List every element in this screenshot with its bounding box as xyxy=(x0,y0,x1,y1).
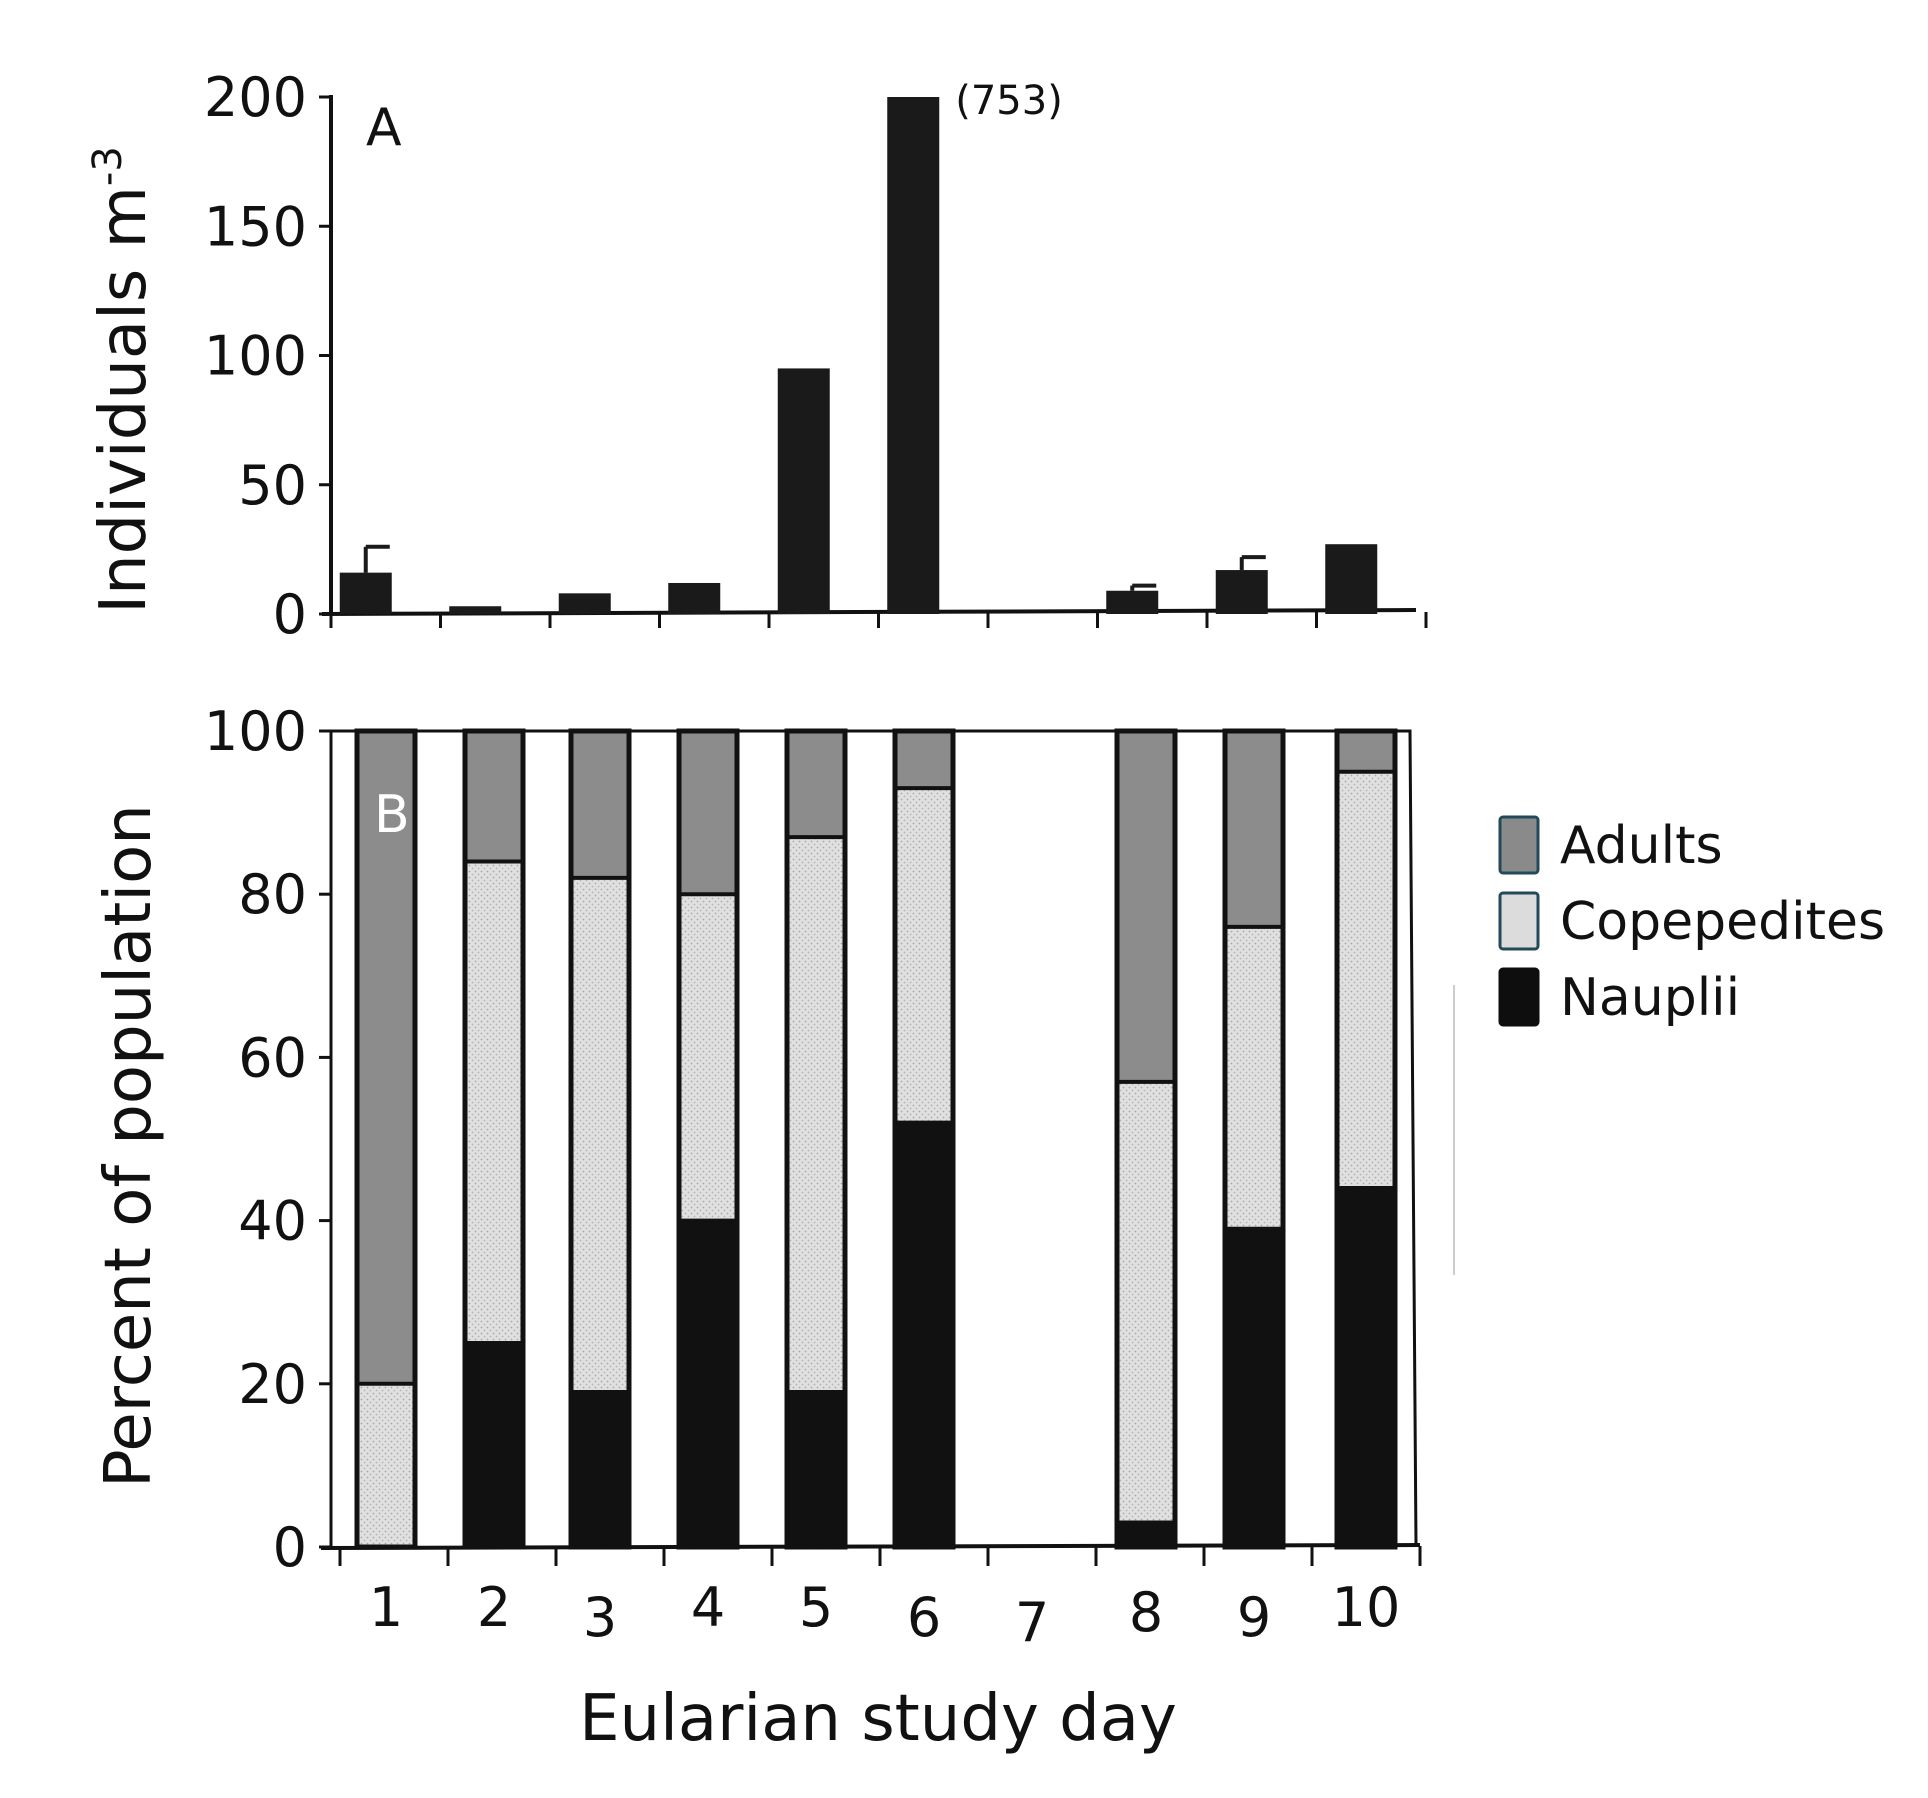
panel-b-y-tick-label: 20 xyxy=(238,1353,307,1416)
panel-b-segment-adults xyxy=(787,731,845,838)
panel-b-y-tick-label: 0 xyxy=(273,1516,307,1579)
panel-b-segment-adults xyxy=(357,731,415,1384)
panel-b-segment-nauplii xyxy=(1337,1187,1395,1547)
panel-b-segment-copepedites xyxy=(465,861,523,1343)
panel-a-bar xyxy=(339,572,392,614)
panel-a-y-tick-label: 0 xyxy=(273,583,307,646)
panel-a-bar xyxy=(668,582,721,614)
panel-b-segment-nauplii xyxy=(571,1391,629,1547)
panel-b-x-tick-label: 3 xyxy=(583,1586,617,1649)
panel-b-segment-copepedites xyxy=(787,837,845,1392)
panel-b-x-tick-label: 9 xyxy=(1237,1586,1271,1649)
panel-b-x-axis xyxy=(320,1543,1421,1550)
panel-a-annotation: (753) xyxy=(955,78,1063,124)
panel-b-x-axis-title: Eularian study day xyxy=(579,1682,1177,1756)
panel-a-bar xyxy=(1106,590,1159,614)
legend-label-adults: Adults xyxy=(1560,816,1723,876)
legend-label-copepedites: Copepedites xyxy=(1560,892,1885,952)
panel-b-segment-nauplii xyxy=(1225,1228,1283,1547)
legend-swatch-adults xyxy=(1498,815,1540,875)
panel-b-segment-nauplii xyxy=(895,1122,953,1547)
panel-a: 0 50 100 150 200 Individuals m-3 A (753) xyxy=(85,66,1428,646)
panel-a-y-axis-title: Individuals m-3 xyxy=(85,146,161,614)
legend: Adults Copepedites Nauplii xyxy=(1498,815,1885,1028)
panel-a-axes: 0 50 100 150 200 xyxy=(204,66,1428,646)
panel-b-segment-adults xyxy=(571,731,629,878)
panel-b-segment-adults xyxy=(1225,731,1283,927)
panel-a-y-tick-label: 150 xyxy=(204,195,307,258)
panel-a-bar xyxy=(887,97,940,614)
panel-b-x-tick-label: 2 xyxy=(477,1576,511,1639)
panel-b-segment-adults xyxy=(465,731,523,862)
panel-a-letter: A xyxy=(366,98,402,158)
panel-a-bar xyxy=(777,368,830,614)
panel-b-y-tick-label: 40 xyxy=(238,1190,307,1253)
panel-b-x-tick-label: 7 xyxy=(1015,1591,1049,1654)
panel-b-y-tick-label: 60 xyxy=(238,1026,307,1089)
panel-b-x-tick-label: 8 xyxy=(1129,1581,1163,1644)
legend-swatch-copepedites xyxy=(1498,891,1540,951)
panel-b-frame xyxy=(329,729,1418,1547)
panel-a-y-tick-label: 200 xyxy=(204,66,307,129)
panel-b-x-tick-label: 1 xyxy=(369,1576,403,1639)
panel-b-segment-copepedites xyxy=(357,1383,415,1547)
panel-a-y-tick-label: 100 xyxy=(204,325,307,388)
panel-b-segment-nauplii xyxy=(679,1220,737,1547)
panel-b-y-tick-label: 100 xyxy=(204,700,307,763)
panel-b-segment-nauplii xyxy=(787,1391,845,1547)
panel-b-segment-adults xyxy=(1117,731,1175,1082)
panel-b-segment-copepedites xyxy=(679,894,737,1221)
panel-b-x-tick-label: 4 xyxy=(691,1576,725,1639)
panel-a-bar xyxy=(1215,570,1268,614)
panel-b-letter: B xyxy=(374,785,410,845)
panel-b-axes: 0 20 40 60 80 100 1 2 3 4 5 6 7 8 9 10 xyxy=(204,700,1422,1654)
panel-b-x-tick-label: 10 xyxy=(1332,1576,1401,1639)
panel-b-x-tick-label: 5 xyxy=(799,1576,833,1639)
panel-b-segment-copepedites xyxy=(571,877,629,1392)
panel-b-segment-adults xyxy=(1337,731,1395,772)
panel-b-segment-adults xyxy=(895,731,953,789)
panel-a-y-tick-label: 50 xyxy=(238,454,307,517)
panel-a-y-axis-title-superscript: -3 xyxy=(85,146,131,186)
panel-b-segment-copepedites xyxy=(895,788,953,1123)
panel-b-segment-copepedites xyxy=(1117,1081,1175,1523)
panel-b-segment-nauplii xyxy=(1117,1522,1175,1547)
panel-b-segment-copepedites xyxy=(1337,771,1395,1188)
panel-a-bar xyxy=(449,606,502,614)
panel-a-bar xyxy=(1325,544,1378,614)
legend-label-nauplii: Nauplii xyxy=(1560,968,1740,1028)
panel-b-segment-nauplii xyxy=(465,1343,523,1547)
legend-swatch-nauplii xyxy=(1498,967,1540,1027)
panel-b: 0 20 40 60 80 100 1 2 3 4 5 6 7 8 9 10 Percent of popu… xyxy=(92,700,1885,1756)
panel-b-segment-adults xyxy=(679,731,737,895)
panel-b-segment-copepedites xyxy=(1225,926,1283,1229)
panel-b-x-tick-label: 6 xyxy=(907,1586,941,1649)
panel-a-bar xyxy=(558,593,611,614)
panel-b-y-tick-label: 80 xyxy=(238,863,307,926)
panel-b-y-axis-title: Percent of population xyxy=(92,804,166,1488)
